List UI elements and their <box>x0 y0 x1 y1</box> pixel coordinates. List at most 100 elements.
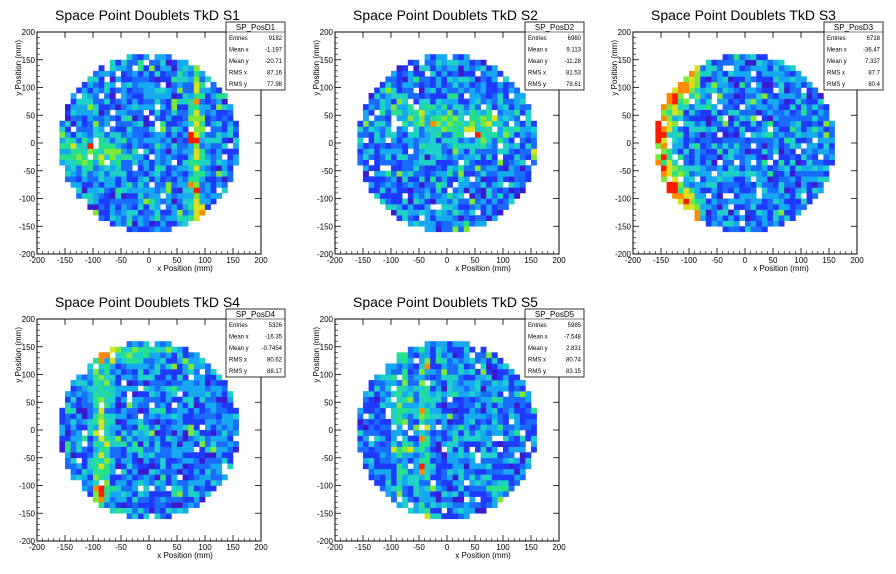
heatmap-cell <box>486 496 493 503</box>
heatmap-cell <box>497 474 504 481</box>
heatmap-cell <box>424 463 431 470</box>
heatmap-cell <box>171 215 178 221</box>
heatmap-cell <box>491 374 498 381</box>
heatmap-cell <box>784 215 791 221</box>
heatmap-cell <box>452 87 459 94</box>
heatmap-cell <box>475 396 481 403</box>
heatmap-cell <box>823 137 830 144</box>
heatmap-cell <box>70 115 77 122</box>
heatmap-cell <box>717 148 723 155</box>
heatmap-cell <box>199 357 206 364</box>
heatmap-cell <box>98 474 105 481</box>
x-tick-label: 0 <box>147 256 152 265</box>
y-tick-label: 0 <box>329 426 334 435</box>
heatmap-cell <box>132 435 139 442</box>
heatmap-cell <box>801 81 807 88</box>
heatmap-cell <box>441 479 448 486</box>
heatmap-cell <box>463 513 470 520</box>
heatmap-cell <box>149 143 155 149</box>
heatmap-cell <box>447 479 453 486</box>
heatmap-cell <box>104 137 111 144</box>
heatmap-cell <box>216 413 223 420</box>
heatmap-cell <box>677 181 684 188</box>
heatmap-cell <box>812 170 819 177</box>
heatmap-cell <box>391 76 397 83</box>
heatmap-cell <box>177 435 183 442</box>
heatmap-cell <box>761 131 768 138</box>
heatmap-cell <box>205 407 211 414</box>
heatmap-cell <box>396 115 403 122</box>
heatmap-cell <box>424 396 431 403</box>
heatmap-cell <box>480 165 487 172</box>
heatmap-cell <box>795 154 802 160</box>
heatmap-cell <box>368 413 375 420</box>
heatmap-cell <box>531 154 537 160</box>
heatmap-cell <box>430 215 437 221</box>
heatmap-cell <box>525 165 532 172</box>
heatmap-cell <box>199 87 206 94</box>
heatmap-cell <box>137 81 144 88</box>
heatmap-cell <box>806 98 813 105</box>
heatmap-cell <box>171 430 178 436</box>
heatmap-cell <box>221 385 228 392</box>
heatmap-cell <box>379 468 386 475</box>
heatmap-cell <box>93 435 99 442</box>
heatmap-cell <box>402 70 409 77</box>
heatmap-cell <box>761 226 768 233</box>
heatmap-cell <box>728 137 735 144</box>
heatmap-cell <box>447 76 453 83</box>
heatmap-cell <box>98 502 105 508</box>
heatmap-cell <box>379 441 386 447</box>
heatmap-cell <box>480 424 487 431</box>
heatmap-cell <box>104 496 111 503</box>
heatmap-cell <box>357 435 364 442</box>
heatmap-cell <box>672 93 679 99</box>
heatmap-cell <box>182 457 189 464</box>
heatmap-cell <box>525 396 532 403</box>
heatmap-cell <box>205 176 211 183</box>
heatmap-cell <box>154 59 161 66</box>
heatmap-cell <box>104 485 111 492</box>
heatmap-cell <box>463 424 470 431</box>
heatmap-cell <box>193 391 200 397</box>
heatmap-cell <box>121 352 127 359</box>
heatmap-cell <box>93 181 99 188</box>
heatmap-cell <box>143 65 150 72</box>
heatmap-cell <box>497 187 504 194</box>
heatmap-cell <box>205 131 211 138</box>
heatmap-cell <box>121 81 127 88</box>
heatmap-cell <box>519 154 526 160</box>
heatmap-cell <box>525 176 532 183</box>
heatmap-cell <box>750 154 757 160</box>
heatmap-cell <box>756 93 763 99</box>
heatmap-cell <box>109 148 116 155</box>
heatmap-cell <box>104 491 111 497</box>
heatmap-cell <box>374 148 381 155</box>
heatmap-cell <box>205 165 211 172</box>
y-tick-label: 100 <box>22 84 36 93</box>
heatmap-cell <box>126 98 133 105</box>
heatmap-cell <box>363 115 369 122</box>
heatmap-cell <box>739 204 746 210</box>
heatmap-cell <box>221 391 228 397</box>
heatmap-cell <box>717 204 723 210</box>
heatmap-cell <box>193 181 200 188</box>
heatmap-cell <box>193 385 200 392</box>
heatmap-cell <box>475 59 481 66</box>
heatmap-cell <box>109 87 116 94</box>
heatmap-cell <box>655 154 662 160</box>
heatmap-cell <box>182 198 189 205</box>
heatmap-cell <box>115 176 122 183</box>
heatmap-cell <box>700 65 707 72</box>
heatmap-cell <box>109 413 116 420</box>
heatmap-cell <box>98 70 105 77</box>
heatmap-cell <box>447 226 453 233</box>
heatmap-cell <box>767 165 774 172</box>
heatmap-cell <box>722 76 729 83</box>
heatmap-cell <box>205 418 211 425</box>
heatmap-cell <box>402 496 409 503</box>
heatmap-cell <box>722 148 729 155</box>
heatmap-cell <box>165 441 172 447</box>
x-tick-label: 100 <box>496 256 510 265</box>
heatmap-cell <box>391 137 397 144</box>
